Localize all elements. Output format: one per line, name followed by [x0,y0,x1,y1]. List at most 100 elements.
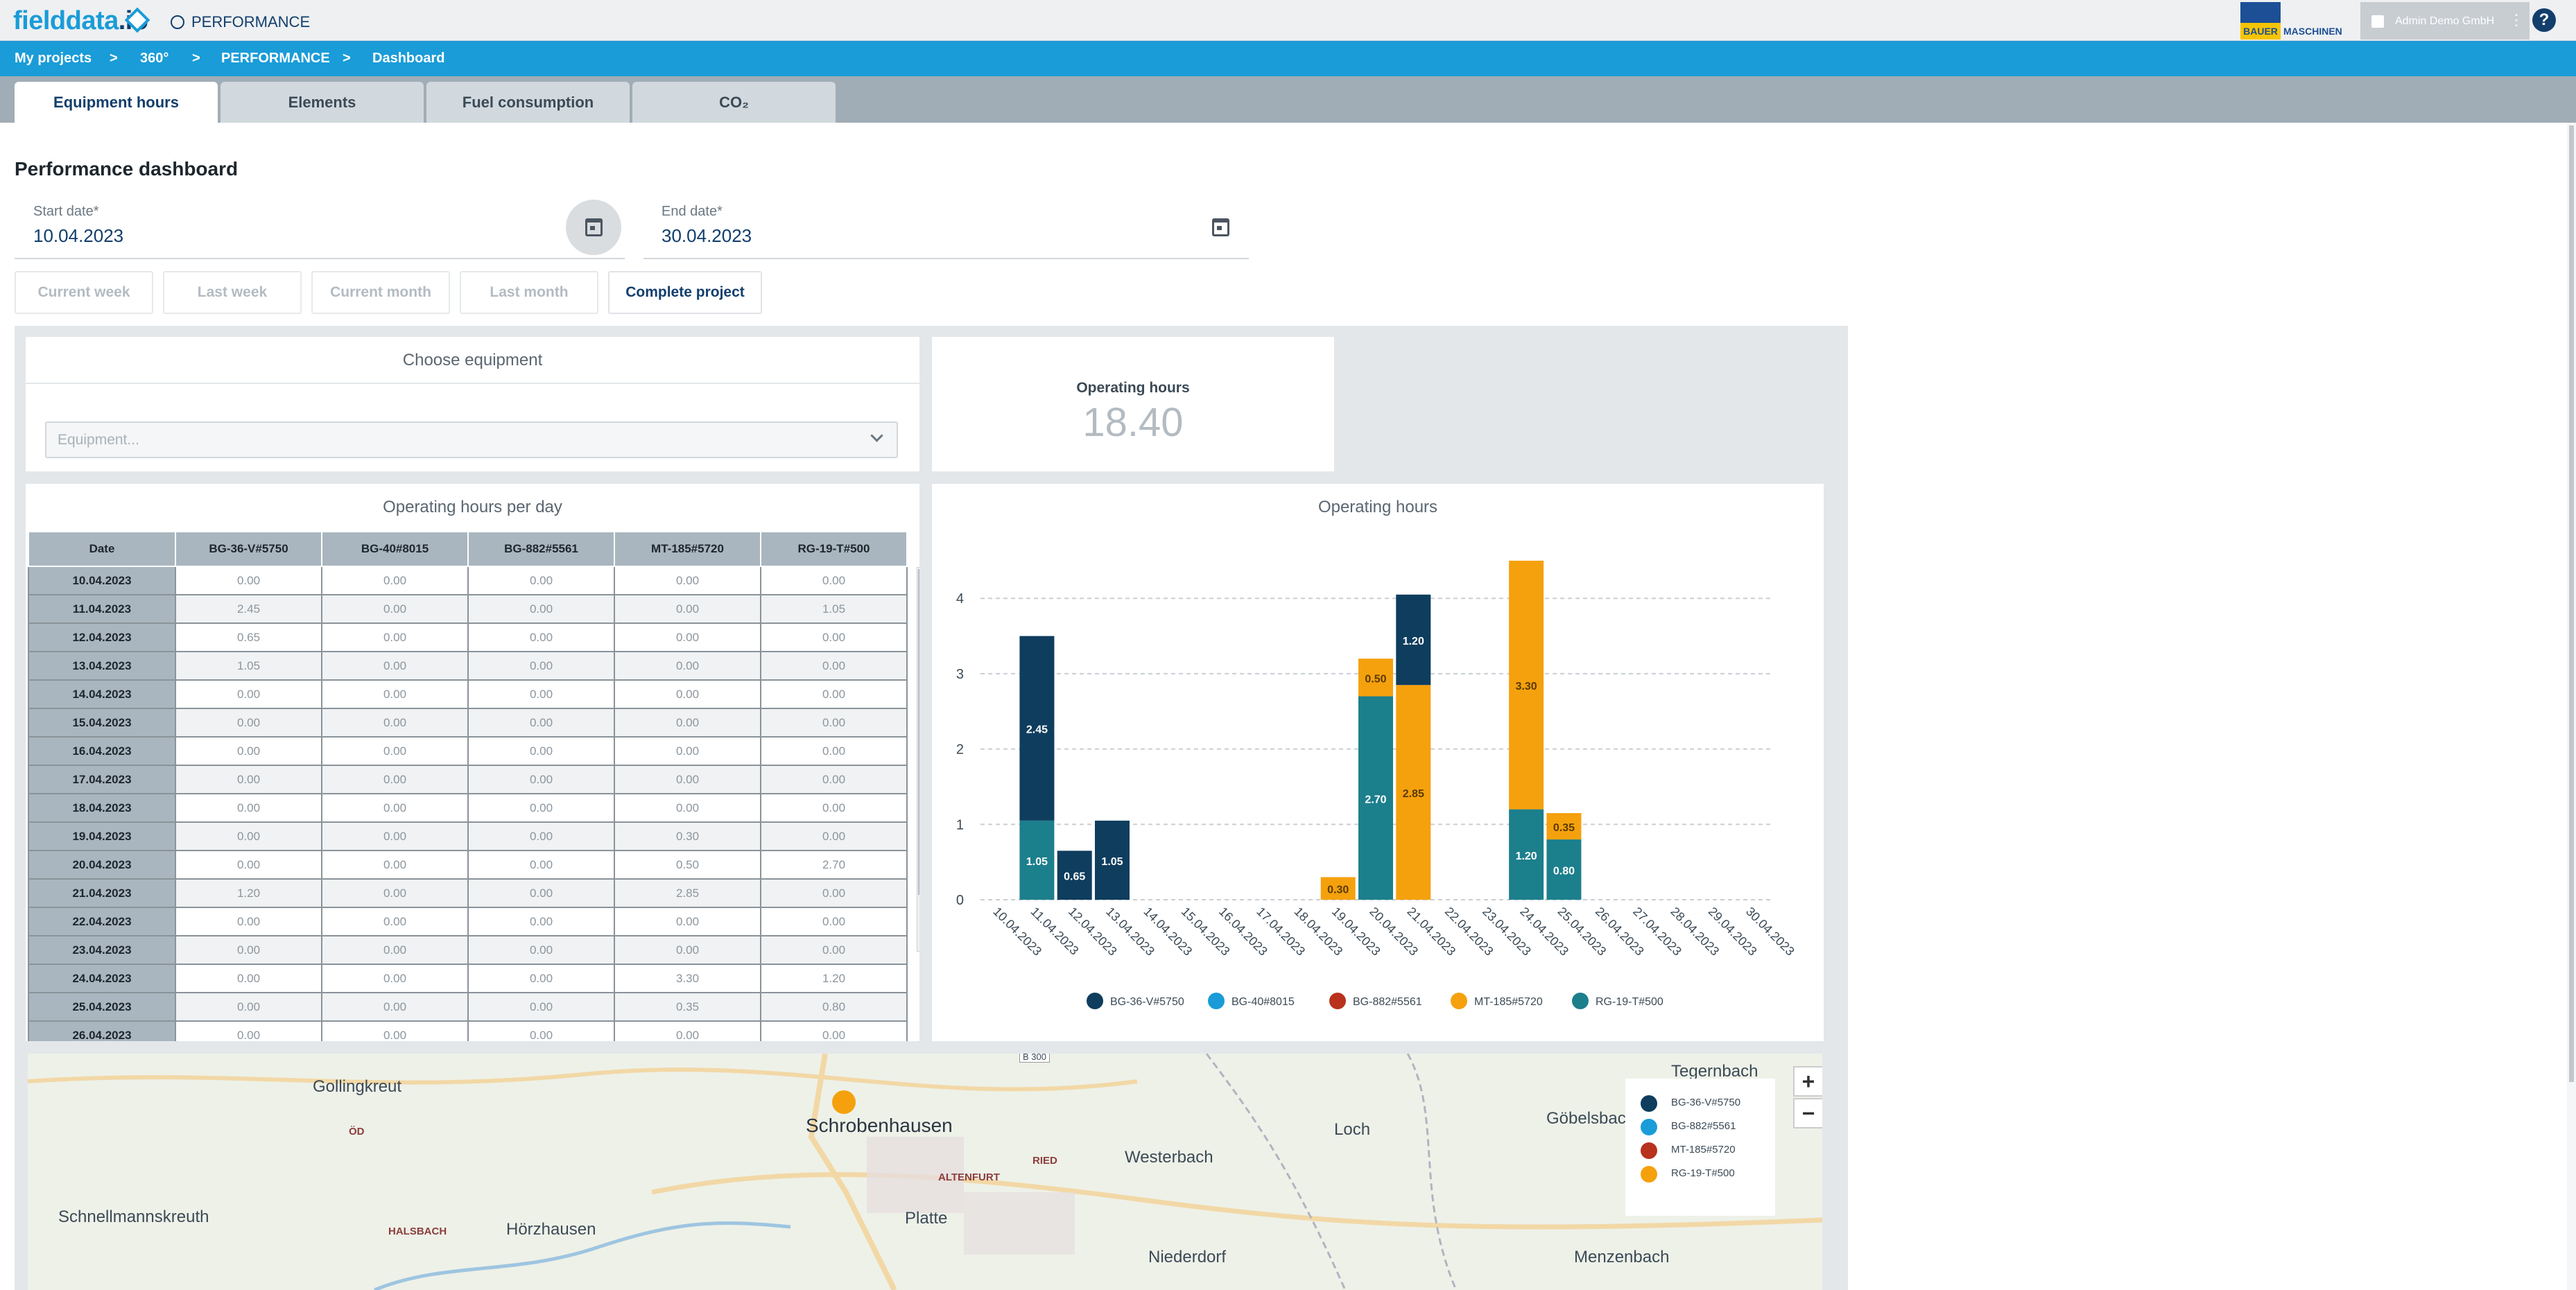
hours-cell: 0.00 [321,992,469,1022]
table-column-header[interactable]: BG-882#5561 [467,531,615,567]
hours-cell: 0.00 [614,708,761,738]
hours-cell: 0.00 [467,964,615,993]
hours-cell: 0.00 [467,907,615,936]
module-title-text: PERFORMANCE [191,13,311,30]
zoom-out-button[interactable]: − [1793,1098,1822,1128]
hours-cell: 0.00 [760,793,908,823]
hours-cell: 0.35 [614,992,761,1022]
bar-data-label: 1.20 [1516,851,1537,862]
hours-cell: 0.00 [321,878,469,908]
table-column-header[interactable]: BG-40#8015 [321,531,469,567]
hours-cell: 0.00 [467,622,615,652]
end-date-underline [643,258,1249,259]
map-place: Westerbach [1125,1148,1213,1167]
bar-data-label: 2.85 [1403,788,1424,800]
hours-cell: 0.00 [321,651,469,681]
bar-data-label: 0.50 [1365,673,1386,685]
hours-cell: 0.00 [467,850,615,880]
y-tick-label: 0 [956,893,964,908]
date-cell: 26.04.2023 [28,1020,176,1041]
breadcrumb-separator: > [192,51,200,66]
tab-equipment-hours[interactable]: Equipment hours [15,82,218,123]
date-cell: 10.04.2023 [28,566,176,595]
date-cell: 19.04.2023 [28,821,176,851]
bar-data-label: 0.35 [1553,822,1575,834]
breadcrumb-item[interactable]: 360° [140,51,169,66]
date-cell: 18.04.2023 [28,793,176,823]
hours-cell: 1.20 [760,964,908,993]
hours-cell: 0.00 [321,964,469,993]
page-scrollbar[interactable] [2567,123,2576,1290]
hours-cell: 0.00 [467,736,615,766]
bar-segment [1509,809,1544,900]
breadcrumb-item[interactable]: My projects [15,51,92,66]
start-date-input[interactable]: 10.04.2023 [33,225,124,246]
map-place: Hörzhausen [506,1220,596,1239]
tab-fuel-consumption[interactable]: Fuel consumption [426,82,630,123]
bar-data-label: 2.70 [1365,794,1386,805]
legend-label: RG-19-T#500 [1596,996,1663,1008]
hours-cell: 0.30 [614,821,761,851]
current-month-button[interactable]: Current month [311,271,450,314]
date-cell: 16.04.2023 [28,736,176,766]
table-scrollbar[interactable] [917,567,919,952]
table-row: 25.04.2023 0.00 0.00 0.00 0.35 0.80 [28,992,908,1022]
start-date-picker-button[interactable] [566,200,621,255]
end-date-input[interactable]: 30.04.2023 [662,225,752,246]
date-cell: 22.04.2023 [28,907,176,936]
hours-cell: 2.45 [175,594,322,624]
user-menu[interactable]: Admin Demo GmbH ⋮ [2360,2,2530,40]
tab-co2[interactable]: CO₂ [632,82,836,123]
legend-label: BG-36-V#5750 [1110,996,1184,1008]
table-row: 19.04.2023 0.00 0.00 0.00 0.30 0.00 [28,821,908,851]
equipment-select[interactable]: Equipment... [45,421,898,458]
map-place: Niederdorf [1148,1248,1227,1266]
equipment-map[interactable]: Gollingkreut ÖD Schrobenhausen ALTENFURT… [28,1054,1822,1290]
hours-cell: 0.00 [614,622,761,652]
hours-cell: 0.00 [321,679,469,709]
table-column-header[interactable]: MT-185#5720 [614,531,761,567]
table-row: 11.04.2023 2.45 0.00 0.00 0.00 1.05 [28,594,908,624]
legend-dot [1641,1095,1657,1112]
more-vert-icon[interactable]: ⋮ [2509,11,2524,28]
hours-cell: 1.05 [760,594,908,624]
last-month-button[interactable]: Last month [460,271,598,314]
table-column-header[interactable]: BG-36-V#5750 [175,531,322,567]
map-place: Menzenbach [1574,1248,1670,1266]
legend-swatch [1572,993,1589,1009]
page-scroll-thumb[interactable] [2569,125,2574,1082]
legend-label: BG-882#5561 [1353,996,1422,1008]
hours-cell: 0.00 [467,992,615,1022]
hours-cell: 0.00 [760,907,908,936]
top-bar: fielddata.io PERFORMANCE BAUER MASCHINEN… [0,0,2576,41]
operating-hours-card: Operating hours 18.40 [932,337,1334,471]
date-cell: 13.04.2023 [28,651,176,681]
hours-cell: 3.30 [614,964,761,993]
hours-cell: 0.00 [175,679,322,709]
hours-cell: 0.00 [614,765,761,794]
card-divider [26,383,919,384]
hours-cell: 0.00 [321,736,469,766]
scroll-thumb[interactable] [918,569,919,895]
current-week-button[interactable]: Current week [15,271,153,314]
table-column-header[interactable]: RG-19-T#500 [760,531,908,567]
tab-elements[interactable]: Elements [221,82,424,123]
hours-cell: 0.00 [614,651,761,681]
breadcrumb-item[interactable]: PERFORMANCE [221,51,330,66]
help-button[interactable]: ? [2532,8,2556,32]
complete-project-button[interactable]: Complete project [608,271,762,314]
date-cell: 20.04.2023 [28,850,176,880]
bar-segment [1019,636,1055,821]
end-date-picker-button[interactable] [1193,200,1248,255]
gauge-icon [171,15,184,29]
table-column-header[interactable]: Date [28,531,176,567]
date-cell: 25.04.2023 [28,992,176,1022]
map-place: Loch [1334,1120,1371,1139]
last-week-button[interactable]: Last week [163,271,302,314]
hours-cell: 0.00 [175,850,322,880]
zoom-in-button[interactable]: + [1793,1066,1822,1097]
breadcrumb-separator: > [343,51,351,66]
hours-cell: 0.00 [467,566,615,595]
hours-cell: 2.85 [614,878,761,908]
y-tick-label: 1 [956,817,964,833]
